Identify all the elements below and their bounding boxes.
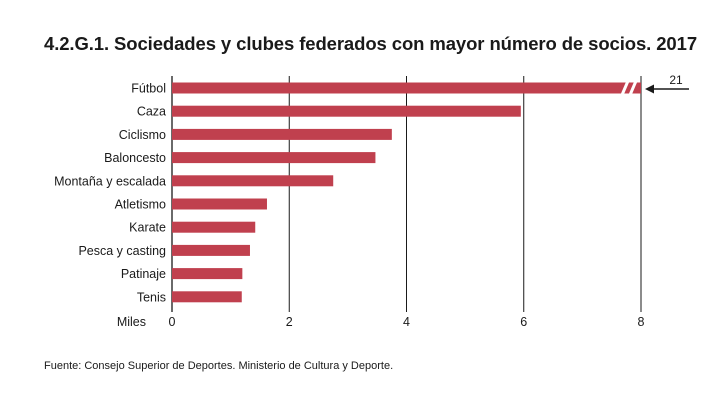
value-arrow-head bbox=[645, 84, 654, 94]
x-tick-label: 8 bbox=[638, 315, 645, 329]
x-tick-label: 6 bbox=[520, 315, 527, 329]
axis-break-mark bbox=[620, 80, 630, 96]
category-label: Ciclismo bbox=[119, 128, 166, 142]
category-labels: Fútbol Caza Ciclismo Baloncesto Montaña y es… bbox=[54, 82, 166, 305]
category-label: Fútbol bbox=[131, 82, 166, 96]
bar-atletismo bbox=[172, 198, 267, 210]
break-value-label: 21 bbox=[669, 73, 683, 87]
bar-karate bbox=[172, 221, 256, 233]
category-label: Pesca y casting bbox=[78, 244, 166, 258]
bar-tenis bbox=[172, 291, 242, 303]
bars bbox=[172, 82, 641, 303]
bar-patinaje bbox=[172, 268, 243, 280]
category-label: Baloncesto bbox=[104, 151, 166, 165]
annotations: 21 bbox=[620, 73, 689, 96]
source-note: Fuente: Consejo Superior de Deportes. Mi… bbox=[44, 360, 394, 372]
bar-caza bbox=[172, 105, 521, 117]
chart-title: 4.2.G.1. Sociedades y clubes federados c… bbox=[44, 33, 698, 54]
x-tick-labels: 0 2 4 6 8 Miles bbox=[117, 315, 645, 329]
bar-monta-a-y-escalada bbox=[172, 175, 334, 187]
x-tick-label: 0 bbox=[169, 315, 176, 329]
category-label: Karate bbox=[129, 221, 166, 235]
category-label: Atletismo bbox=[115, 198, 166, 212]
x-tick-label: 2 bbox=[286, 315, 293, 329]
x-axis-label: Miles bbox=[117, 315, 146, 329]
bar-ciclismo bbox=[172, 128, 392, 140]
x-tick-label: 4 bbox=[403, 315, 410, 329]
axis-break-mark bbox=[628, 80, 638, 96]
category-label: Patinaje bbox=[121, 267, 166, 281]
category-label: Tenis bbox=[137, 290, 166, 304]
bar-f-tbol bbox=[172, 82, 641, 94]
category-label: Caza bbox=[137, 105, 166, 119]
category-label: Montaña y escalada bbox=[54, 174, 166, 188]
bar-pesca-y-casting bbox=[172, 244, 250, 256]
bar-baloncesto bbox=[172, 152, 376, 164]
